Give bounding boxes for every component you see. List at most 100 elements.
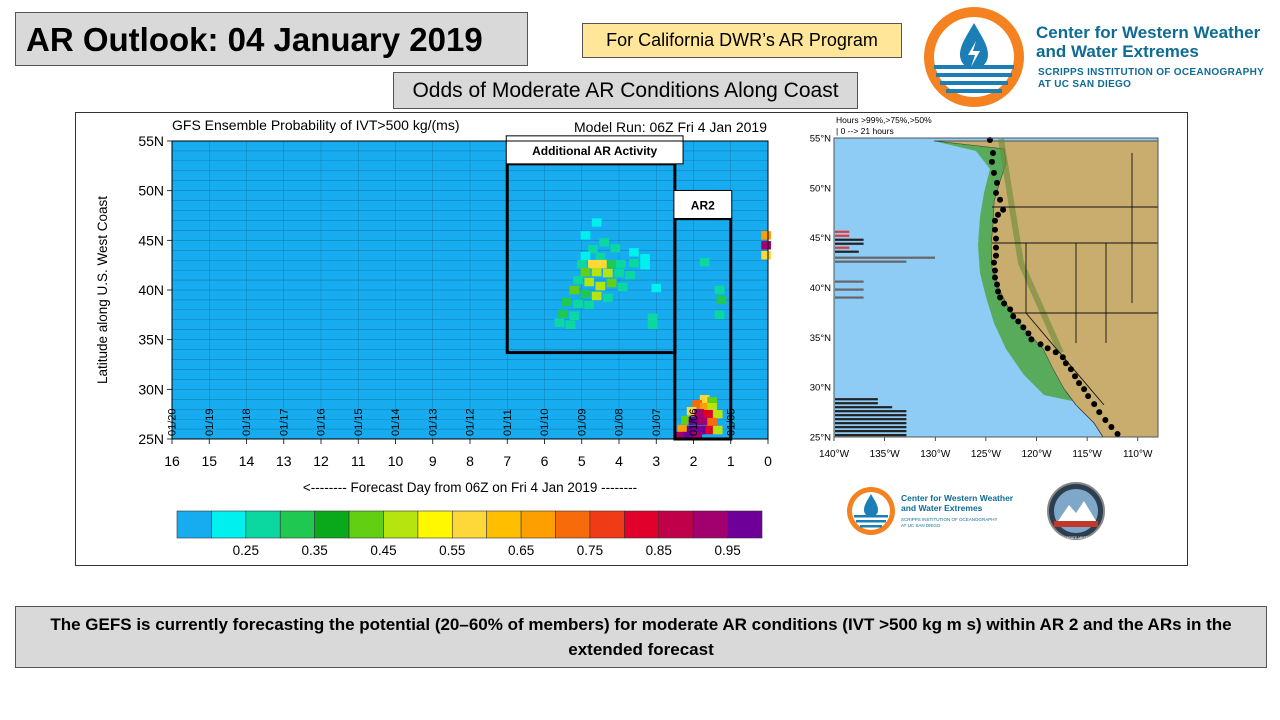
heatmap-cell bbox=[595, 252, 606, 262]
coast-point bbox=[995, 288, 1002, 295]
date-label: 01/12 bbox=[465, 408, 477, 436]
logo-line-3: SCRIPPS INSTITUTION OF OCEANOGRAPHY bbox=[1038, 67, 1265, 78]
heatmap-cell bbox=[677, 424, 688, 434]
coast-point bbox=[990, 169, 997, 176]
heatmap-cell bbox=[714, 285, 725, 295]
coast-point bbox=[1085, 393, 1092, 400]
map-hours-bar bbox=[835, 280, 864, 283]
heatmap-cell bbox=[580, 289, 591, 299]
coast-point bbox=[988, 158, 995, 165]
heatmap-cell bbox=[651, 283, 662, 293]
cw3e-logo-icon bbox=[924, 7, 1024, 107]
map-frame bbox=[833, 137, 1159, 438]
coast-point bbox=[993, 189, 999, 196]
colorbar-swatch bbox=[555, 510, 591, 539]
date-label: 01/15 bbox=[353, 408, 365, 436]
coast-point bbox=[995, 211, 1002, 218]
heatmap-cell bbox=[597, 259, 608, 269]
heatmap-axis-ticks: 16 15 14 13 12 11 10 9 8 7 6 5 4 3 2 1 025N30N35N40N45N5… bbox=[138, 133, 772, 469]
map-x-tick-label: 110°W bbox=[1123, 449, 1153, 460]
heatmap-cell bbox=[588, 259, 598, 269]
heatmap-cell bbox=[692, 431, 703, 441]
colorbar-swatch bbox=[486, 510, 522, 539]
heatmap-chart: GFS Ensemble Probability of IVT>500 kg/(… bbox=[95, 117, 772, 558]
coast-point bbox=[1067, 366, 1074, 373]
heatmap-cell bbox=[703, 409, 714, 419]
y-tick-label: 30N bbox=[138, 381, 164, 397]
date-label: 01/10 bbox=[539, 408, 551, 436]
colorbar-swatch bbox=[658, 510, 694, 539]
heatmap-cell bbox=[692, 400, 703, 409]
map-y-tick-label: 45°N bbox=[810, 233, 831, 244]
x-tick-label: 1 bbox=[727, 453, 735, 469]
colorbar bbox=[176, 510, 763, 539]
map-hours-bar bbox=[835, 260, 907, 263]
coast-point bbox=[991, 217, 998, 224]
coast-point bbox=[1044, 345, 1051, 352]
date-label: 01/19 bbox=[204, 408, 216, 436]
heatmap-cell bbox=[558, 309, 568, 319]
x-tick-label: 14 bbox=[239, 453, 255, 469]
x-tick-label: 12 bbox=[313, 453, 329, 469]
plymouth-state-text: PLYMOUTH STATE METEOROLOGY bbox=[1046, 536, 1106, 540]
heatmap-cell bbox=[576, 259, 587, 269]
colorbar-swatch bbox=[417, 510, 453, 539]
heatmap-cell bbox=[625, 270, 636, 280]
heatmap-y-label: Latitude along U.S. West Coast bbox=[95, 196, 110, 384]
map-hours-bar bbox=[835, 256, 935, 259]
map-y-tick-label: 50°N bbox=[810, 183, 831, 194]
heatmap-cells bbox=[554, 218, 771, 441]
coast-point bbox=[994, 179, 1001, 186]
date-label: 01/06 bbox=[688, 408, 700, 436]
map-hours-bar bbox=[835, 230, 850, 233]
annotation-label: AR2 bbox=[691, 198, 715, 212]
heatmap-cell bbox=[591, 267, 602, 277]
colorbar-swatch bbox=[383, 510, 419, 539]
coast-point bbox=[994, 281, 1001, 288]
heatmap-cell bbox=[696, 425, 706, 435]
colorbar-swatch bbox=[245, 510, 281, 539]
heatmap-cell bbox=[761, 241, 771, 250]
map-hours-bar bbox=[835, 242, 864, 245]
y-tick-label: 35N bbox=[138, 332, 164, 348]
plymouth-state-logo: PLYMOUTH STATE METEOROLOGY bbox=[1046, 482, 1106, 540]
heatmap-cell bbox=[714, 310, 725, 320]
heatmap-cell bbox=[602, 293, 613, 303]
heatmap-cell bbox=[573, 275, 583, 285]
date-label: 01/07 bbox=[651, 408, 663, 436]
x-tick-label: 13 bbox=[276, 453, 292, 469]
heatmap-cell bbox=[694, 408, 704, 418]
date-label: 01/09 bbox=[576, 408, 588, 436]
heatmap-cell bbox=[614, 268, 624, 278]
map-hours-bar bbox=[835, 402, 878, 405]
colorbar-tick-label: 0.65 bbox=[508, 543, 534, 558]
colorbar-tick-label: 0.85 bbox=[646, 543, 672, 558]
x-tick-label: 3 bbox=[652, 453, 660, 469]
colorbar-swatch bbox=[589, 510, 625, 539]
map-hours-bar bbox=[835, 406, 893, 409]
logo-line-1: Center for Western Weather bbox=[1036, 23, 1261, 42]
colorbar-tick-label: 0.25 bbox=[233, 543, 259, 558]
map-y-tick-label: 40°N bbox=[810, 283, 831, 294]
coast-point bbox=[1081, 386, 1088, 393]
logo-line-4: AT UC SAN DIEGO bbox=[1038, 79, 1132, 90]
date-label: 01/18 bbox=[241, 408, 253, 436]
small-logo-line-4: AT UC SAN DIEGO bbox=[901, 523, 941, 528]
date-label: 01/13 bbox=[427, 408, 439, 436]
heatmap-gridlines bbox=[172, 141, 768, 439]
heatmap-cell bbox=[707, 397, 717, 406]
coast-point bbox=[1028, 336, 1035, 343]
heatmap-cell bbox=[606, 259, 617, 269]
coast-point bbox=[1096, 409, 1103, 416]
heatmap-cell bbox=[707, 417, 717, 427]
cw3e-logo: Center for Western Weather and Water Ext… bbox=[922, 5, 1272, 109]
heatmap-cell bbox=[686, 406, 697, 416]
summary-text: The GEFS is currently forecasting the po… bbox=[15, 606, 1267, 668]
colorbar-swatch bbox=[176, 510, 212, 539]
x-tick-label: 5 bbox=[578, 453, 586, 469]
coast-point bbox=[1059, 354, 1066, 361]
heatmap-cell bbox=[647, 313, 658, 323]
coast-point bbox=[1114, 431, 1121, 438]
heatmap-cell bbox=[616, 259, 626, 269]
map-hours-bar bbox=[835, 414, 907, 417]
